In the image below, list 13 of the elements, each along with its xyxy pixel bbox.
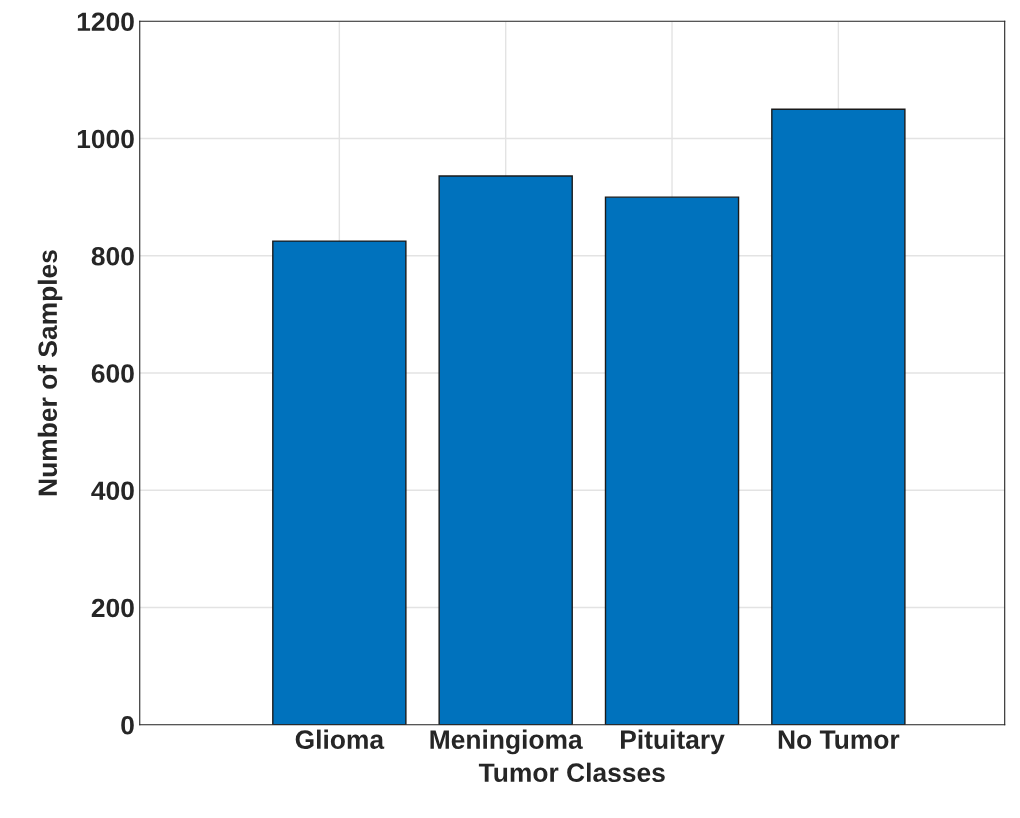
x-axis-title: Tumor Classes — [478, 762, 665, 783]
y-tick-label: 1200 — [77, 12, 134, 32]
y-tick-label: 0 — [121, 715, 134, 735]
y-tick-label: 200 — [91, 598, 134, 618]
y-tick-label: 400 — [91, 481, 134, 501]
y-tick-label: 600 — [91, 364, 134, 383]
x-tick-label: Meningioma — [430, 729, 583, 755]
x-tick-label: No Tumor — [778, 730, 900, 749]
y-axis-title: Number of Samples — [37, 250, 63, 496]
x-tick-label: Glioma — [295, 729, 385, 749]
y-tick-label: 1000 — [77, 129, 134, 149]
y-tick-label: 800 — [91, 246, 134, 266]
x-tick-label: Pituitary — [621, 729, 725, 755]
